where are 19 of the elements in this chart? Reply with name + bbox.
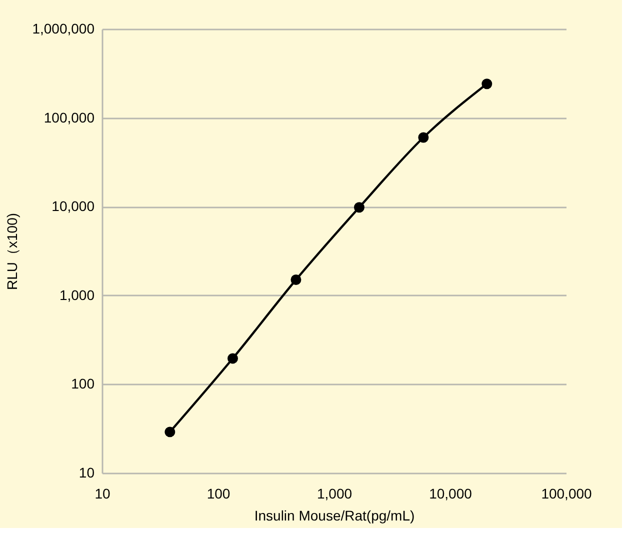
x-tick-label: 100 [206, 486, 230, 502]
y-tick-label: 10 [78, 464, 95, 480]
y-tick-label: 1,000 [59, 286, 95, 303]
point [228, 353, 238, 364]
y-tick-label: 10,000 [52, 198, 95, 214]
point [482, 78, 492, 90]
x-tick-label: 10,000 [429, 486, 472, 502]
x-tick-label: 100,000 [541, 486, 592, 502]
y-tick-label: 100 [71, 376, 95, 392]
y-tick-label: 100,000 [44, 109, 95, 126]
point [290, 274, 302, 285]
y-tick-label: 1,000,000 [32, 20, 95, 36]
point [418, 132, 429, 143]
x-tick-label: 10 [94, 486, 110, 502]
point [164, 426, 176, 438]
y-axis-title: RLU（x100) [4, 212, 20, 290]
point [354, 202, 364, 213]
x-axis-title: Insulin Mouse/Rat(pg/mL) [254, 508, 415, 524]
x-tick-label: 1,000 [316, 486, 352, 502]
